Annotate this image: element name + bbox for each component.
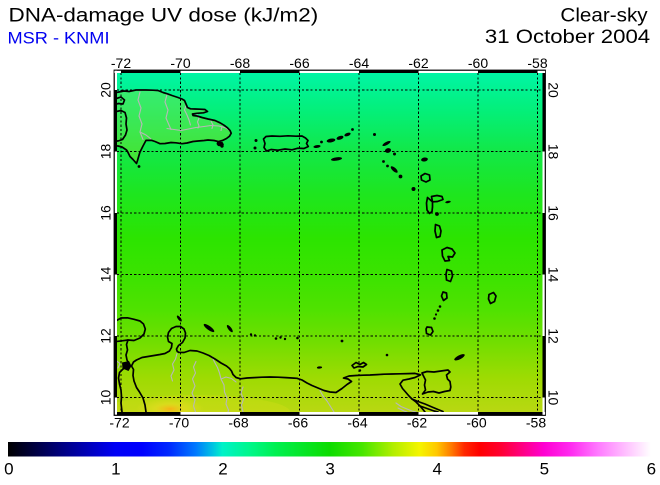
svg-text:5: 5 <box>540 460 549 479</box>
svg-text:12: 12 <box>546 328 562 344</box>
svg-text:18: 18 <box>546 144 562 160</box>
svg-text:-68: -68 <box>230 55 250 71</box>
svg-text:-68: -68 <box>228 415 248 431</box>
svg-text:12: 12 <box>98 328 114 344</box>
svg-text:-64: -64 <box>347 415 367 431</box>
svg-text:-58: -58 <box>526 415 546 431</box>
svg-text:1: 1 <box>111 460 120 479</box>
svg-text:16: 16 <box>98 205 114 221</box>
svg-text:10: 10 <box>546 390 562 406</box>
svg-text:20: 20 <box>98 82 114 98</box>
svg-text:31 October 2004: 31 October 2004 <box>485 26 650 47</box>
svg-text:-64: -64 <box>349 55 369 71</box>
svg-text:20: 20 <box>546 82 562 98</box>
svg-text:16: 16 <box>546 205 562 221</box>
svg-text:14: 14 <box>98 267 114 283</box>
svg-text:0: 0 <box>4 460 13 479</box>
svg-text:-66: -66 <box>288 415 308 431</box>
svg-text:2: 2 <box>218 460 227 479</box>
svg-text:14: 14 <box>546 267 562 283</box>
svg-text:-58: -58 <box>527 55 547 71</box>
svg-text:-72: -72 <box>109 415 129 431</box>
svg-text:4: 4 <box>432 460 441 479</box>
svg-text:-70: -70 <box>169 415 189 431</box>
svg-text:-62: -62 <box>408 55 428 71</box>
svg-text:-72: -72 <box>111 55 131 71</box>
svg-text:MSR - KNMI: MSR - KNMI <box>8 28 110 47</box>
svg-text:18: 18 <box>98 144 114 160</box>
svg-text:6: 6 <box>647 460 656 479</box>
svg-text:Clear-sky: Clear-sky <box>560 5 647 26</box>
svg-text:-60: -60 <box>466 415 486 431</box>
svg-text:10: 10 <box>98 390 114 406</box>
svg-text:-60: -60 <box>468 55 488 71</box>
svg-text:-70: -70 <box>170 55 190 71</box>
svg-text:3: 3 <box>325 460 334 479</box>
svg-text:-66: -66 <box>289 55 309 71</box>
svg-text:DNA-damage UV dose (kJ/m2): DNA-damage UV dose (kJ/m2) <box>9 5 319 26</box>
svg-text:-62: -62 <box>407 415 427 431</box>
